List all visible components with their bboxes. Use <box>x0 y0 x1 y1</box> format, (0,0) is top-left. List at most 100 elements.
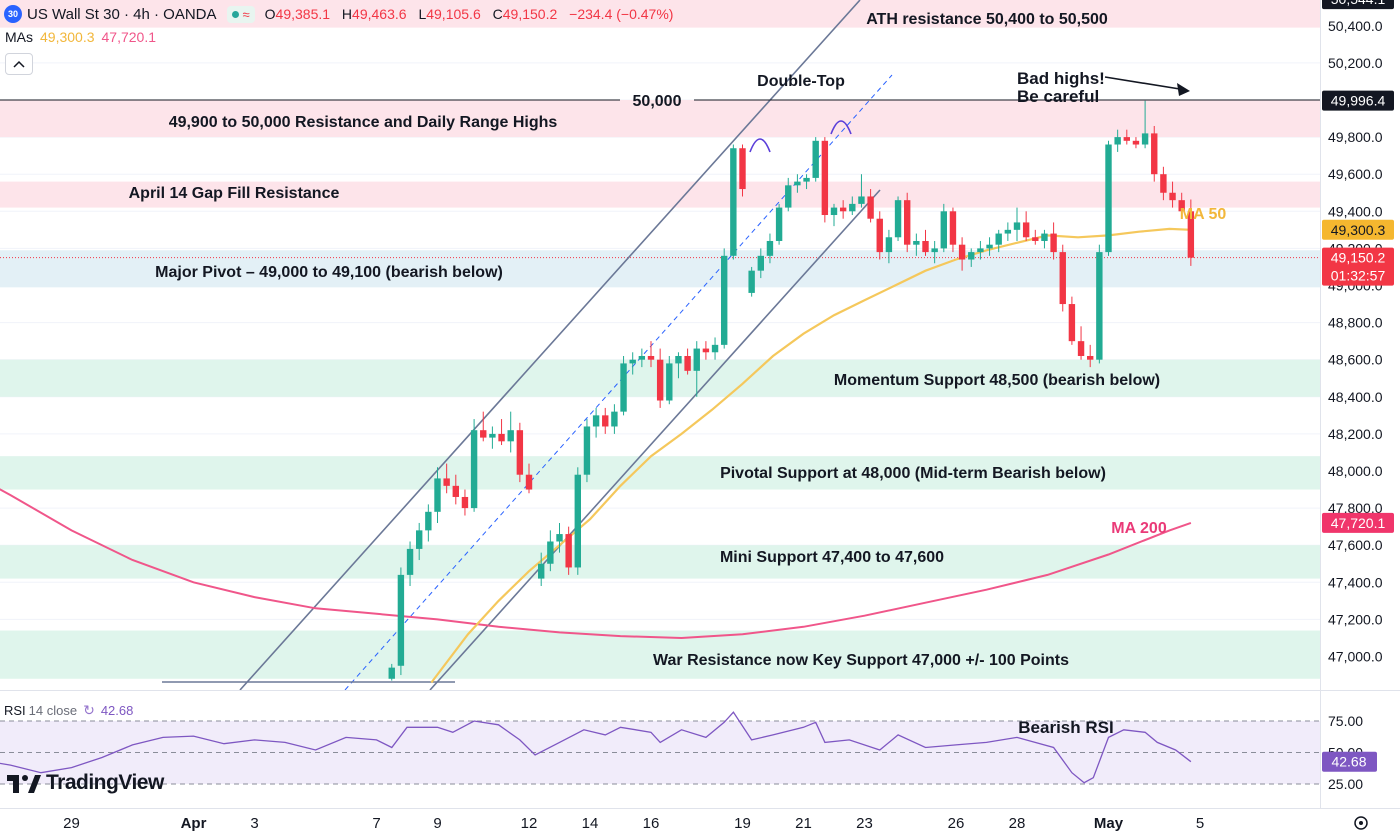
candle-body <box>867 196 873 218</box>
candle-body <box>575 475 581 568</box>
moving-averages-legend[interactable]: MAs 49,300.3 47,720.1 <box>5 29 156 45</box>
candle-body <box>416 530 422 549</box>
candle <box>922 230 928 256</box>
candle <box>489 426 495 448</box>
candle-body <box>886 237 892 252</box>
candle <box>1005 222 1011 241</box>
double-top-label: Double-Top <box>757 73 845 90</box>
candle-body <box>1050 234 1056 253</box>
candle <box>730 145 736 260</box>
candle-body <box>730 148 736 256</box>
candle-body <box>950 211 956 244</box>
zone-label: April 14 Gap Fill Resistance <box>129 185 340 202</box>
candle-body <box>434 478 440 511</box>
price-badge-text: 49,996.4 <box>1331 93 1386 109</box>
price-tick-label: 47,200.0 <box>1328 611 1383 627</box>
candle <box>1105 141 1111 256</box>
price-badge-text: 50,544.1 <box>1331 0 1386 7</box>
candle-body <box>794 182 800 186</box>
price-badge: 49,300.3 <box>1322 220 1394 240</box>
candle-body <box>1133 141 1139 145</box>
high-label: H <box>342 6 352 22</box>
symbol-logo-icon[interactable]: 30 <box>4 5 22 23</box>
refresh-icon[interactable]: ↻ <box>83 702 95 719</box>
tradingview-logo[interactable]: TradingView <box>7 771 164 795</box>
price-badge-text: 47,720.1 <box>1331 515 1386 531</box>
candle-body <box>462 497 468 508</box>
candle-body <box>1151 133 1157 174</box>
time-tick-label: 12 <box>521 815 538 832</box>
candle-body <box>996 234 1002 245</box>
candle-body <box>895 200 901 237</box>
candle-body <box>1124 137 1130 141</box>
candle-body <box>471 430 477 508</box>
time-tick-label: 28 <box>1009 815 1026 832</box>
candle-body <box>1032 237 1038 241</box>
mas-label: MAs <box>5 29 33 45</box>
countdown-text: 01:32:57 <box>1331 268 1386 284</box>
candle <box>508 412 514 453</box>
gear-hub <box>1359 821 1363 825</box>
candle <box>575 467 581 575</box>
candle <box>517 423 523 482</box>
candle <box>1133 137 1139 148</box>
candle-body <box>776 208 782 241</box>
candle-body <box>831 208 837 215</box>
candle-body <box>1069 304 1075 341</box>
candle-body <box>453 486 459 497</box>
candle-body <box>398 575 404 666</box>
time-tick-label: 21 <box>795 815 812 832</box>
candle-body <box>675 356 681 363</box>
low-value: 49,105.6 <box>426 6 481 22</box>
bad-highs-label: Bad highs! <box>1017 69 1105 88</box>
candle <box>1023 211 1029 241</box>
candle-body <box>489 434 495 438</box>
symbol-title[interactable]: US Wall St 30 · 4h · OANDA <box>27 6 217 23</box>
rsi-name: RSI <box>4 703 26 718</box>
candle-body <box>1114 137 1120 144</box>
candle-body <box>840 208 846 212</box>
rsi-badge-text: 42.68 <box>1331 754 1366 770</box>
candle <box>1041 230 1047 249</box>
price-tick-label: 49,600.0 <box>1328 166 1383 182</box>
bearish-rsi-label: Bearish RSI <box>1018 718 1113 737</box>
time-tick-label: 19 <box>734 815 751 832</box>
price-badge: 49,150.201:32:57 <box>1322 248 1394 286</box>
candle-body <box>517 430 523 475</box>
rsi-tick-label: 25.00 <box>1328 776 1363 792</box>
ma200-label: MA 200 <box>1111 520 1167 537</box>
price-tick-label: 50,400.0 <box>1328 18 1383 34</box>
open-value: 49,385.1 <box>276 6 331 22</box>
tradingview-wordmark: TradingView <box>46 771 164 795</box>
candle-body <box>1142 133 1148 144</box>
double-top-arc <box>750 139 770 152</box>
candle-body <box>1087 356 1093 360</box>
candle-body <box>593 415 599 426</box>
candle <box>1060 245 1066 312</box>
chevron-up-icon <box>13 60 25 68</box>
price-tick-label: 49,800.0 <box>1328 129 1383 145</box>
ohlc-values: O49,385.1 H49,463.6 L49,105.6 C49,150.2 … <box>265 6 682 22</box>
time-tick-label: May <box>1094 815 1124 832</box>
level-50000-label: 50,000 <box>633 93 682 110</box>
candle <box>1032 230 1038 245</box>
candle-body <box>913 241 919 245</box>
candle-body <box>803 178 809 182</box>
candle-body <box>538 564 544 579</box>
candle-body <box>639 356 645 360</box>
candle-body <box>922 241 928 252</box>
time-tick-label: 5 <box>1196 815 1204 832</box>
price-tick-label: 48,800.0 <box>1328 315 1383 331</box>
collapse-legend-button[interactable] <box>5 53 33 75</box>
candle <box>776 204 782 245</box>
candle-body <box>748 271 754 293</box>
candle-body <box>858 196 864 203</box>
candle <box>611 404 617 434</box>
arrow-head-icon <box>1177 83 1190 96</box>
settings-gear-icon[interactable] <box>1355 817 1367 829</box>
price-badge: 47,720.1 <box>1322 513 1394 533</box>
candle-body <box>785 185 791 207</box>
market-status-badge[interactable]: ≈ <box>227 6 255 23</box>
rsi-legend[interactable]: RSI 14 close ↻ 42.68 <box>4 702 133 719</box>
